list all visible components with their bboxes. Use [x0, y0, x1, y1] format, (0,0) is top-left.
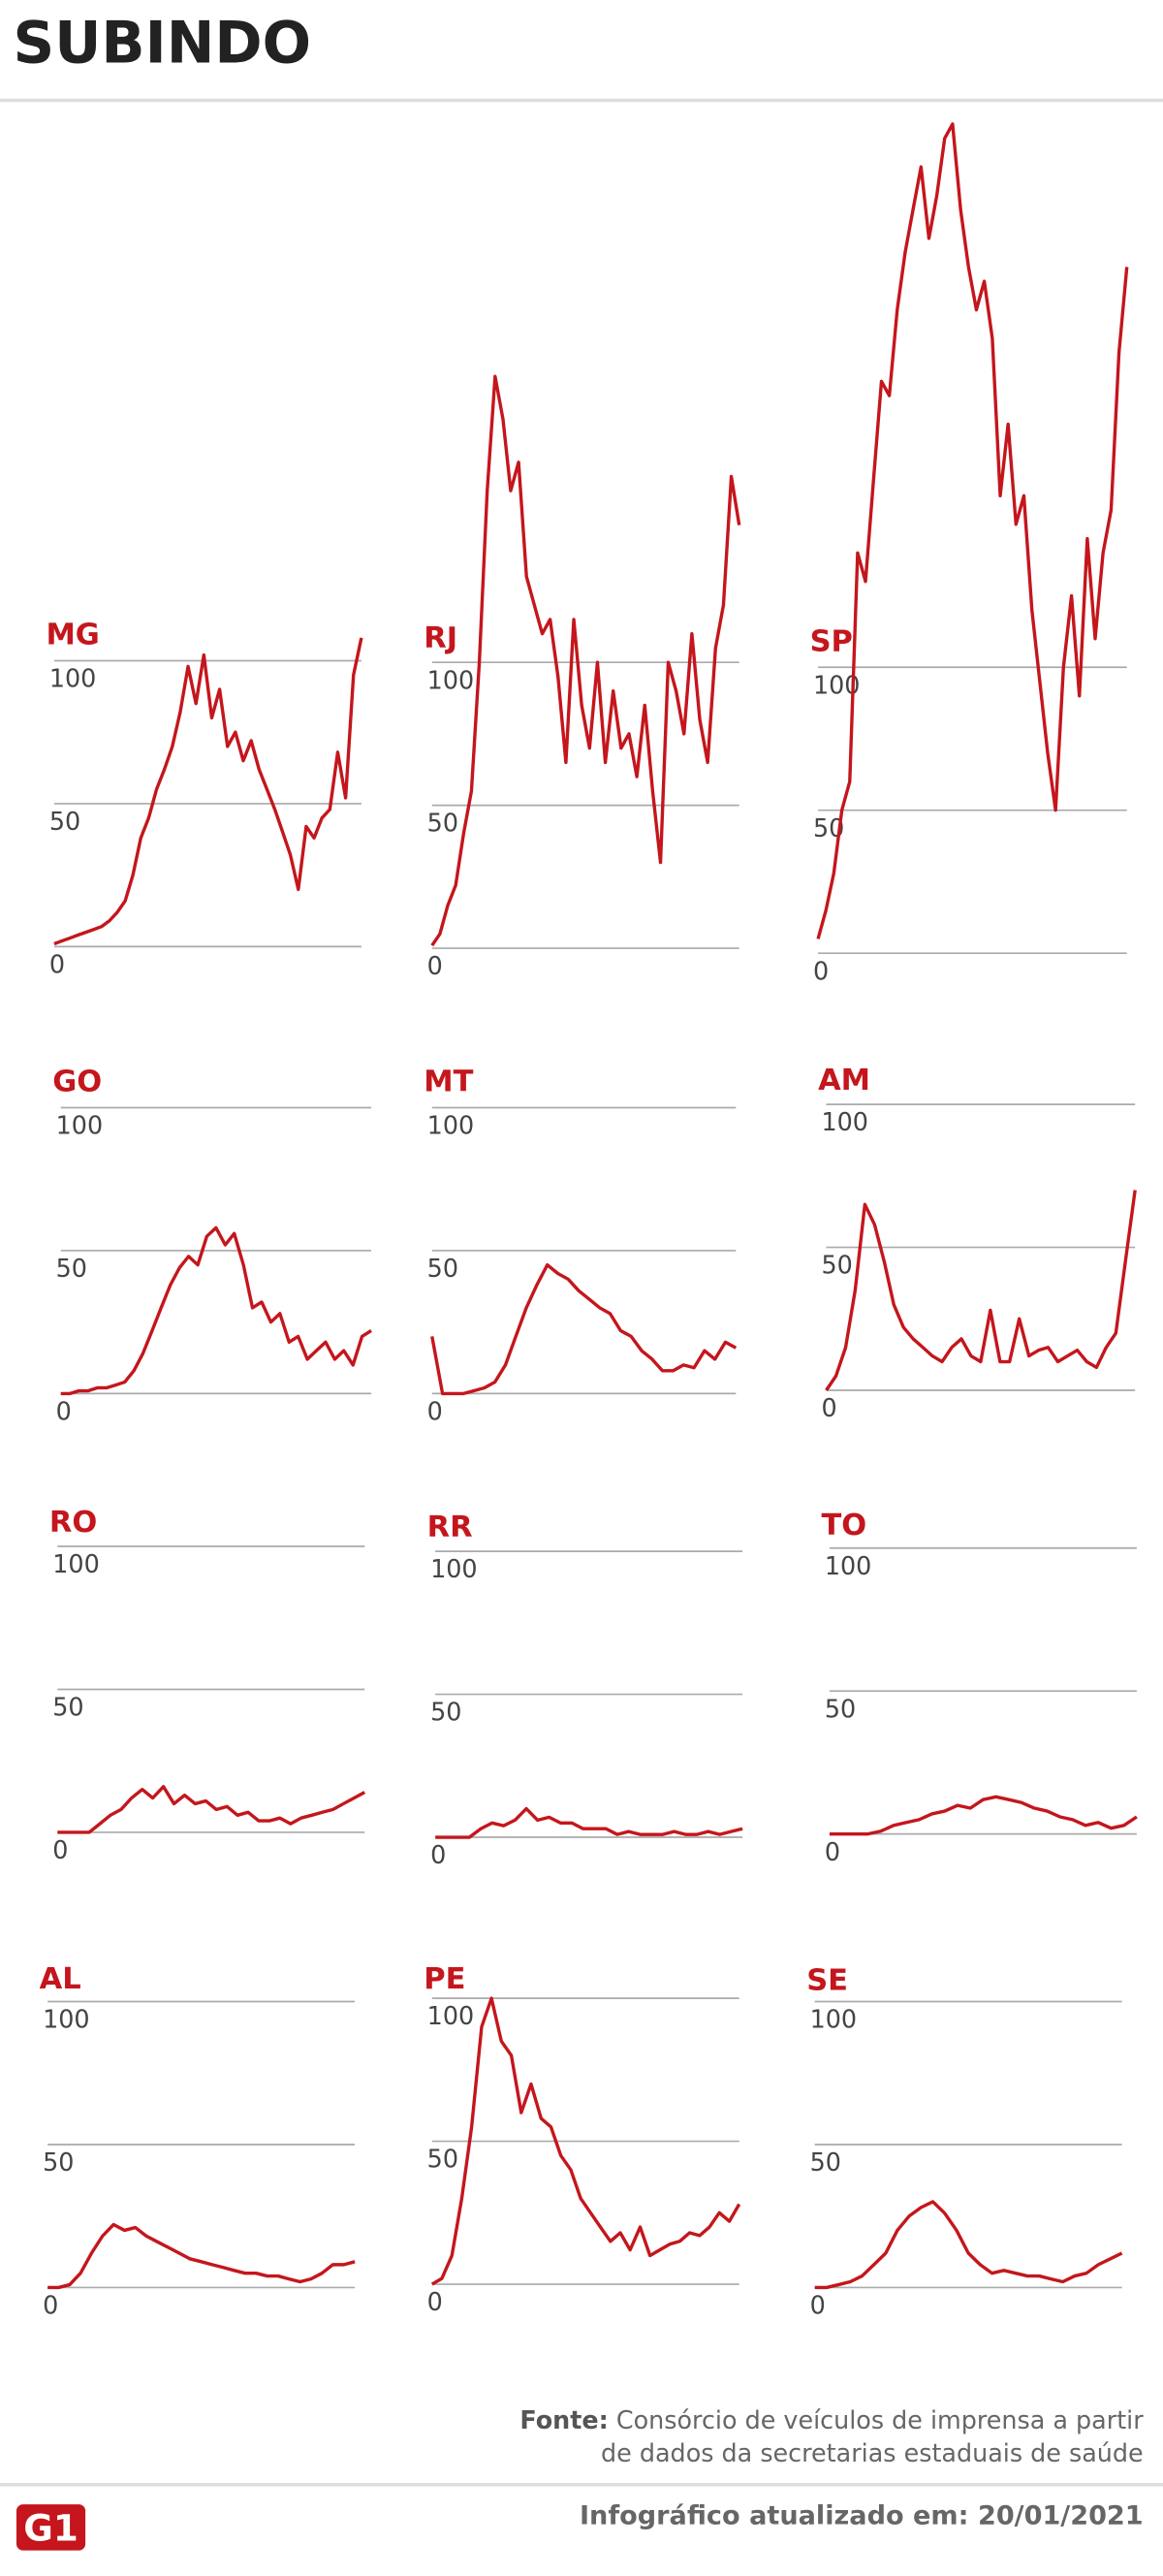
y-tick-label: 0	[810, 2291, 826, 2320]
data-line	[435, 1806, 743, 1839]
y-tick-label: 0	[52, 1835, 68, 1864]
y-tick-label: 0	[825, 1837, 840, 1866]
y-tick-label: 50	[427, 1254, 458, 1283]
data-line	[829, 1795, 1138, 1836]
y-tick-label: 100	[427, 2001, 474, 2030]
y-tick-label: 100	[430, 1554, 477, 1583]
y-tick-label: 100	[43, 2005, 90, 2034]
data-line	[430, 1996, 741, 2286]
data-line	[816, 122, 1129, 939]
y-tick-label: 0	[427, 2287, 443, 2316]
y-tick-label: 100	[810, 2005, 858, 2034]
y-tick-label: 50	[821, 1251, 852, 1280]
y-tick-label: 0	[427, 1397, 443, 1426]
logo-box	[16, 2504, 86, 2551]
y-tick-label: 0	[813, 956, 829, 985]
y-tick-label: 50	[427, 809, 458, 838]
y-tick-label: 50	[810, 2147, 841, 2177]
source-label: Fonte:	[519, 2405, 608, 2434]
y-tick-label: 100	[49, 664, 96, 693]
y-tick-label: 50	[430, 1698, 461, 1727]
chart-title: MG	[46, 619, 99, 652]
y-tick-label: 100	[427, 1111, 474, 1140]
page-title: SUBINDO	[14, 10, 311, 77]
y-tick-label: 50	[52, 1693, 83, 1722]
data-line	[47, 2222, 356, 2290]
chart-title: GO	[52, 1065, 102, 1099]
source-line: Fonte: Consórcio de veículos de imprensa…	[519, 2405, 1144, 2434]
data-line	[825, 1190, 1137, 1391]
y-tick-label: 50	[427, 2145, 458, 2174]
chart-title: SE	[806, 1964, 848, 1998]
y-tick-label: 100	[821, 1107, 867, 1136]
y-tick-label: 0	[427, 951, 443, 980]
updated: Infográfico atualizado em: 20/01/2021	[580, 2501, 1144, 2531]
y-tick-label: 100	[52, 1549, 99, 1578]
y-tick-label: 0	[49, 949, 65, 978]
chart-title: RO	[49, 1506, 97, 1540]
chart-title: MT	[424, 1065, 473, 1099]
logo: G1	[23, 2506, 79, 2549]
chart-title: AM	[818, 1064, 870, 1097]
data-line	[430, 374, 741, 947]
chart-title: RR	[427, 1511, 473, 1544]
data-line	[53, 637, 363, 946]
y-tick-label: 0	[56, 1397, 72, 1426]
source-text: de dados da secretarias estaduais de saú…	[601, 2438, 1144, 2467]
chart-title: SP	[810, 624, 853, 658]
data-line	[430, 1262, 738, 1396]
y-tick-label: 50	[56, 1254, 87, 1283]
y-tick-label: 0	[43, 2291, 58, 2320]
y-tick-label: 50	[825, 1694, 856, 1723]
data-line	[60, 1225, 372, 1396]
chart-title: TO	[821, 1509, 866, 1542]
chart-title: PE	[424, 1962, 465, 1996]
chart-title: AL	[40, 1962, 81, 1996]
y-tick-label: 50	[43, 2147, 74, 2177]
y-tick-label: 0	[430, 1840, 446, 1869]
source-text: Consórcio de veículos de imprensa a part…	[616, 2405, 1144, 2434]
y-tick-label: 100	[56, 1111, 103, 1140]
data-line	[57, 1785, 366, 1834]
y-tick-label: 0	[821, 1393, 836, 1422]
y-tick-label: 100	[825, 1551, 871, 1580]
y-tick-label: 100	[427, 665, 474, 694]
data-line	[814, 2200, 1123, 2290]
y-tick-label: 50	[49, 807, 80, 836]
chart-title: RJ	[424, 621, 457, 655]
